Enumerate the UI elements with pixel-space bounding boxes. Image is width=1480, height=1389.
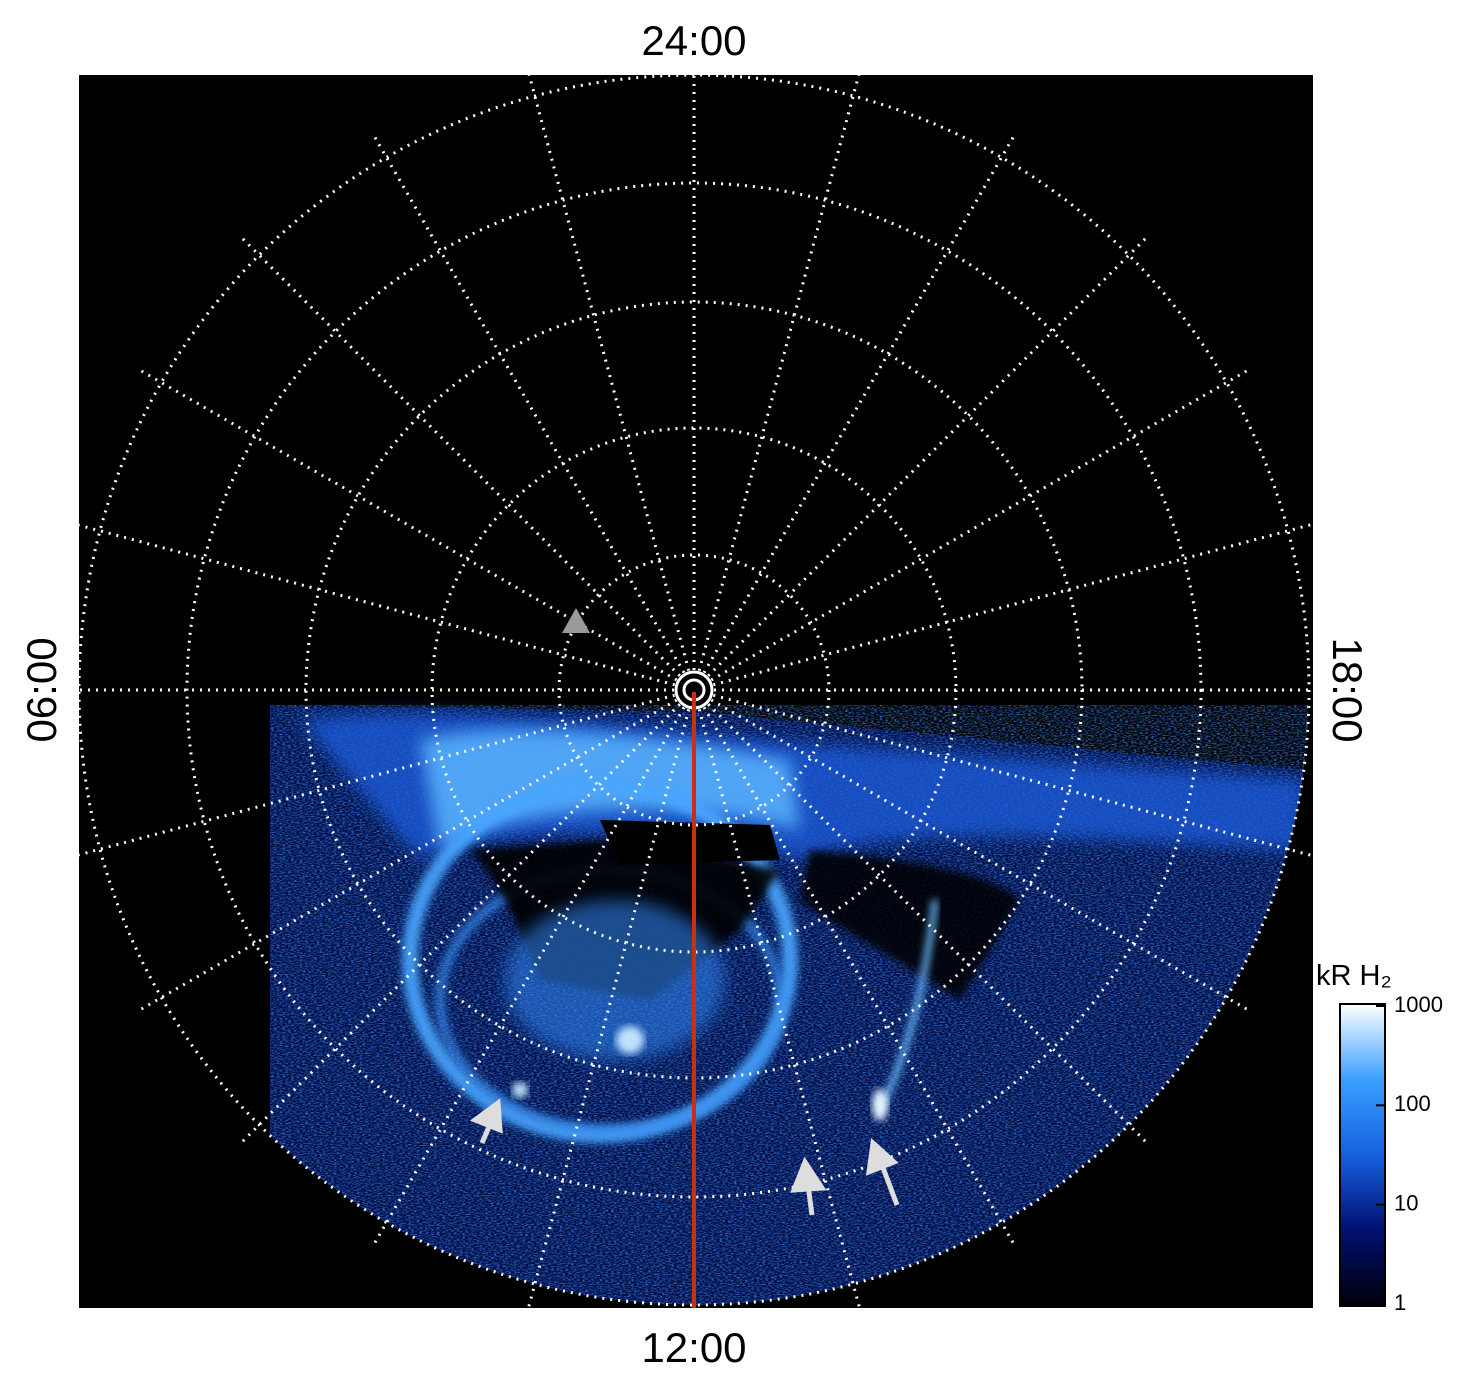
local-time-label: 12:00: [641, 1324, 746, 1371]
local-time-label: 18:00: [1324, 637, 1371, 742]
colorbar-tick-label: 1000: [1394, 992, 1443, 1017]
local-time-label: 24:00: [641, 17, 746, 64]
grid-circle: [185, 181, 1203, 1199]
arrows: [469, 1098, 900, 1216]
grid-circle: [557, 553, 831, 827]
colorbar-label: kR H₂: [1316, 960, 1392, 992]
local-time-label: 06:00: [18, 637, 65, 742]
colorbar-tick-label: 10: [1394, 1190, 1418, 1215]
colorbar-tick-label: 100: [1394, 1091, 1431, 1116]
colorbar-tick-label: 1: [1394, 1290, 1406, 1315]
colorbar: [1339, 1003, 1386, 1307]
grid-circle: [79, 75, 1311, 1307]
triangle-marker: [562, 608, 590, 633]
